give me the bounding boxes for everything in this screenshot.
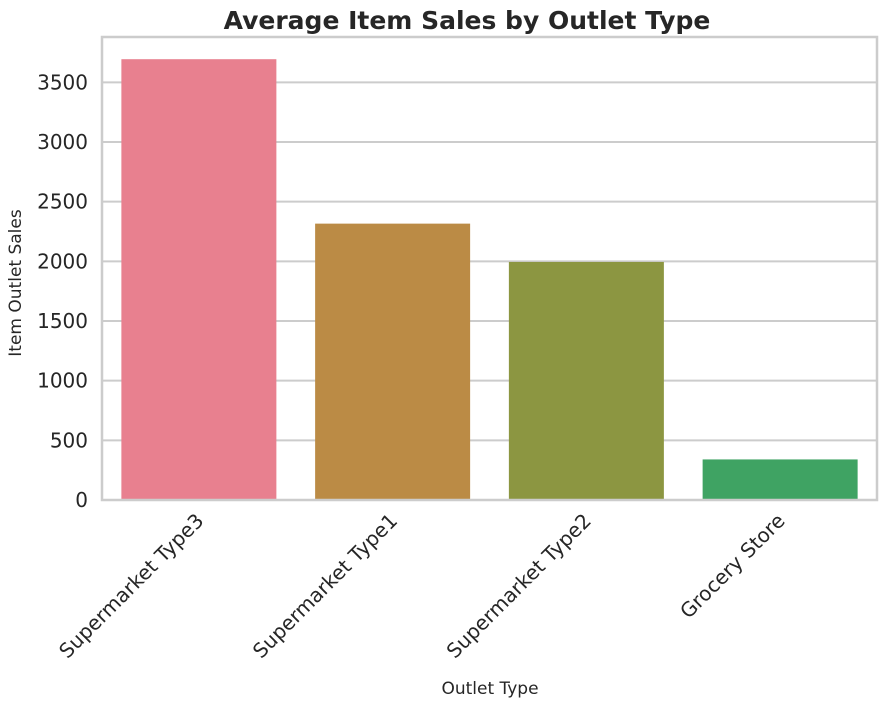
bar [702, 459, 858, 500]
y-tick-label: 2500 [37, 190, 88, 214]
y-tick-label: 0 [75, 488, 88, 512]
x-tick-label: Supermarket Type3 [54, 509, 208, 663]
x-tick-label: Grocery Store [675, 509, 790, 624]
y-tick-label: 3500 [37, 70, 88, 94]
y-axis-label: Item Outlet Sales [6, 209, 26, 357]
y-tick-label: 1000 [37, 369, 88, 393]
y-tick-label: 1500 [37, 309, 88, 333]
x-tick-label: Supermarket Type2 [442, 509, 596, 663]
y-tick-label: 2000 [37, 249, 88, 273]
x-tick-label: Supermarket Type1 [248, 509, 402, 663]
bar [508, 261, 664, 500]
x-axis-ticks: Supermarket Type3 Supermarket Type1 Superm… [54, 509, 790, 663]
plot-frame [100, 35, 879, 502]
y-axis-ticks: 0 500 1000 1500 2000 2500 3000 3500 [37, 70, 88, 512]
bar [121, 59, 277, 500]
chart-title: Average Item Sales by Outlet Type [224, 6, 711, 35]
x-axis-label: Outlet Type [441, 679, 538, 699]
y-tick-label: 500 [50, 428, 88, 452]
bar [315, 223, 471, 500]
bars [121, 59, 858, 500]
y-tick-label: 3000 [37, 130, 88, 154]
